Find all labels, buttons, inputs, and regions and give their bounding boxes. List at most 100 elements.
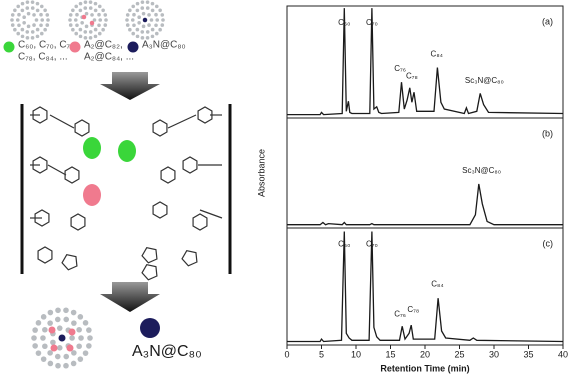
peak-label: C₆₀	[338, 18, 350, 27]
ring	[141, 264, 158, 281]
bond	[199, 209, 223, 219]
cage-atom	[16, 31, 21, 36]
cage-guest	[50, 344, 58, 352]
bond	[49, 114, 75, 129]
cage-atom	[128, 8, 132, 13]
cage-atom	[31, 335, 37, 341]
cage-atom	[69, 335, 75, 341]
x-tick-label: 15	[385, 349, 395, 359]
peak-label: C₈₄	[431, 49, 443, 58]
cage-atom	[147, 13, 151, 17]
cage-atom	[26, 11, 31, 16]
cage-atom	[68, 13, 73, 17]
cage-atom	[40, 356, 47, 362]
panel-frame	[286, 5, 564, 119]
cage-atom	[39, 31, 44, 36]
cage-atom	[97, 23, 101, 28]
cage-atom	[13, 27, 17, 32]
cage-atom	[88, 0, 93, 4]
cage-atom	[39, 12, 43, 17]
cage-guest	[89, 20, 95, 26]
cage-atom	[128, 27, 132, 32]
cage-atom	[140, 30, 145, 34]
cage-atom	[158, 27, 162, 32]
cage-atom	[20, 8, 25, 13]
x-tick-label: 35	[523, 349, 533, 359]
cage-atom	[63, 307, 69, 314]
cage-atom	[90, 13, 94, 17]
panel-frame	[286, 117, 564, 229]
ring	[64, 166, 80, 184]
cage-atom	[35, 27, 40, 32]
cage-atom	[140, 0, 145, 4]
cage-atom	[97, 12, 101, 17]
cage-atom	[75, 12, 79, 17]
cage-atom	[54, 353, 61, 360]
cage-atom	[42, 343, 48, 350]
cage-atom	[15, 18, 20, 22]
cage-atom	[68, 23, 73, 27]
cage-atom	[13, 8, 17, 13]
cage-guest	[66, 344, 74, 352]
cage-atom	[22, 15, 26, 19]
legend-swatch	[69, 41, 81, 53]
legend-swatch	[3, 41, 15, 53]
cage-atom	[47, 320, 53, 326]
ring	[70, 213, 86, 231]
cage-atom	[32, 23, 36, 27]
cage-atom	[74, 4, 79, 9]
cage-atom	[154, 4, 159, 9]
trace	[287, 231, 564, 343]
cage-atom	[47, 309, 54, 316]
cage-atom	[35, 34, 40, 39]
cage-atom	[83, 30, 88, 34]
cage-atom	[30, 0, 35, 4]
peak-label: C₇₆	[394, 64, 406, 73]
cage-atom	[101, 8, 105, 13]
cage-atom	[71, 8, 75, 13]
cage-guest	[68, 328, 76, 336]
cage-atom	[125, 13, 130, 17]
peak-label: C₇₈	[406, 72, 418, 81]
cage-atom	[10, 13, 15, 17]
cage-guest	[81, 14, 87, 20]
cage-atom	[154, 23, 158, 28]
cage-atom	[77, 314, 84, 320]
ring	[192, 213, 208, 231]
cage-atom	[25, 36, 30, 40]
legend-label: C₆₀, C₇₀, C₇₆,	[18, 40, 77, 51]
x-tick-label: 20	[420, 349, 430, 359]
y-axis-label: Absorbance	[256, 149, 266, 197]
cage-atom	[161, 18, 165, 22]
cage-atom	[141, 24, 146, 29]
cage-atom	[78, 34, 83, 39]
cage-atom	[73, 18, 78, 22]
cage-atom	[150, 8, 155, 13]
x-tick-label: 30	[489, 349, 499, 359]
cage-atom	[132, 23, 136, 28]
cage-atom	[137, 15, 141, 19]
cage-atom	[45, 23, 50, 27]
cage-atom	[71, 27, 75, 32]
ring	[152, 119, 168, 137]
cage-atom	[43, 8, 47, 13]
cage-atom	[88, 30, 93, 34]
product-sphere	[140, 318, 160, 338]
cage-atom	[16, 4, 21, 9]
x-tick-label: 10	[351, 349, 361, 359]
cage-atom	[43, 27, 47, 32]
cage-atom	[71, 320, 77, 326]
cage-atom	[40, 335, 46, 341]
ring	[181, 250, 198, 267]
trace	[287, 183, 563, 226]
cage-atom	[25, 30, 30, 34]
cage-atom	[56, 325, 63, 331]
cage-atom	[63, 316, 70, 323]
cage-atom	[17, 23, 21, 28]
cage-atom	[145, 6, 150, 10]
cage-atom	[78, 27, 83, 32]
ring	[37, 246, 53, 264]
peak-label: C₆₀	[338, 239, 350, 248]
cage-atom	[125, 23, 130, 27]
cage-atom	[55, 362, 61, 369]
